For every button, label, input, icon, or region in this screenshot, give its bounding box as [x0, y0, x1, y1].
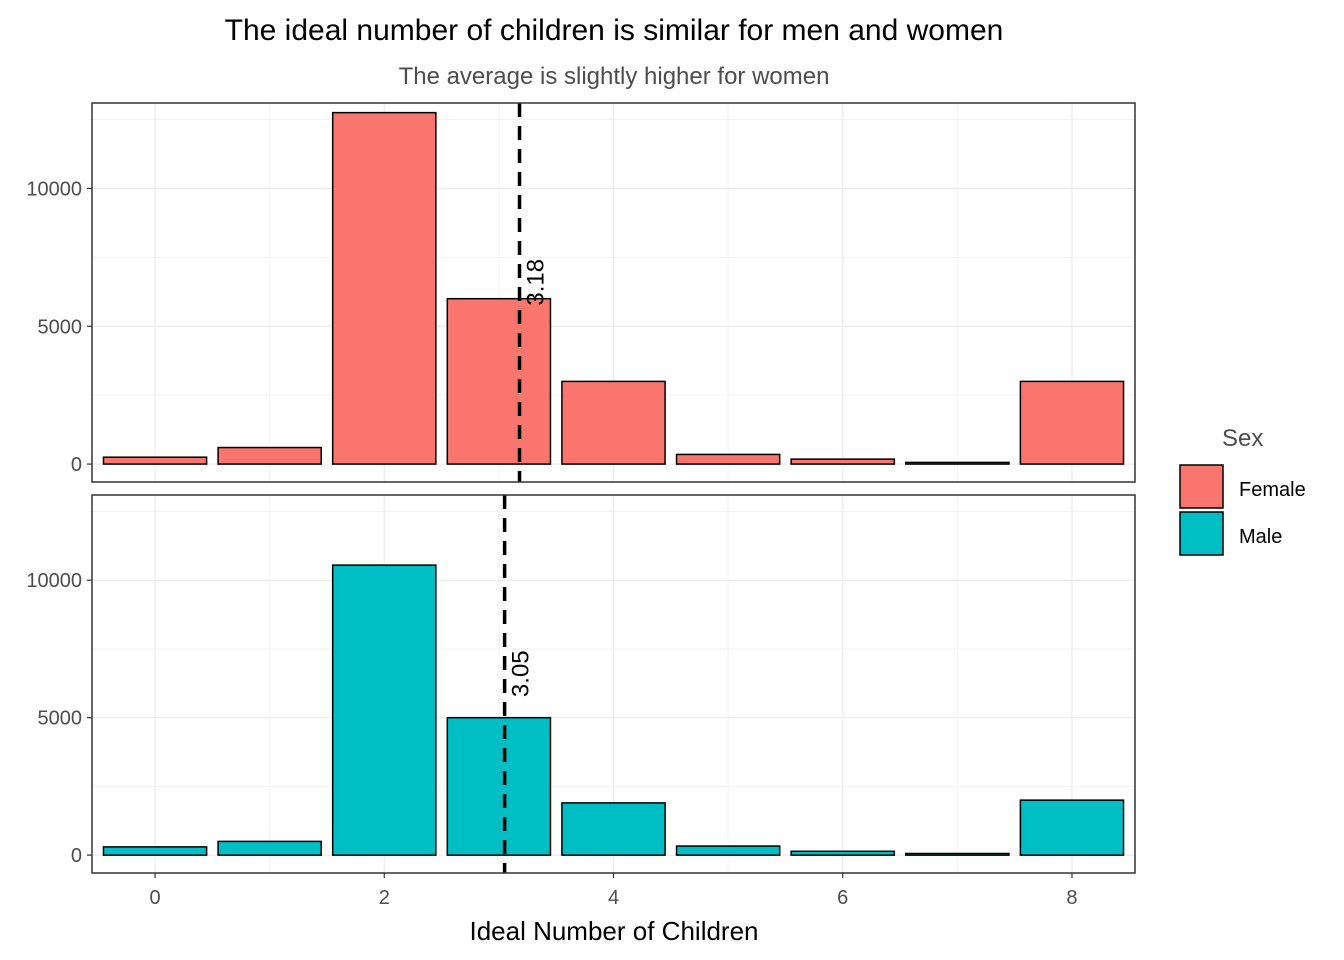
bar-male-2	[331, 564, 437, 856]
mean-label-male: 3.05	[508, 650, 535, 697]
y-tick-label: 5000	[38, 316, 83, 338]
bar-female-8	[1019, 380, 1125, 465]
legend-key-male	[1179, 511, 1224, 556]
bar-female-3	[446, 297, 552, 465]
bar-male-3	[446, 716, 552, 856]
legend-key-female	[1179, 464, 1224, 509]
bar-female-2	[331, 111, 437, 465]
y-tick-label: 10000	[26, 178, 82, 200]
bar-female-1	[217, 446, 322, 465]
bar-male-0	[102, 846, 208, 856]
panel-border	[91, 102, 1136, 483]
chart-title: The ideal number of children is similar …	[225, 14, 1004, 47]
x-tick-label: 4	[608, 887, 619, 909]
x-tick-label: 2	[379, 887, 390, 909]
y-tick-label: 0	[71, 845, 82, 867]
bar-female-6	[790, 458, 896, 465]
bar-male-4	[561, 802, 666, 856]
x-tick-label: 8	[1066, 887, 1077, 909]
legend: Female Male	[1179, 464, 1306, 556]
bar-female-5	[675, 453, 781, 465]
legend-label-female: Female	[1239, 479, 1306, 501]
bar-female-7	[905, 461, 1010, 465]
bar-female-0	[102, 456, 208, 465]
legend-label-male: Male	[1239, 526, 1282, 548]
bar-male-1	[217, 840, 322, 856]
bar-male-8	[1019, 799, 1125, 856]
facet-panels: 0 5000 10000 3.18 0 5000 10000 3.05	[26, 102, 1136, 874]
mean-label-female: 3.18	[523, 259, 550, 306]
x-axis: 0 2 4 6 8	[149, 873, 1078, 909]
y-tick-label: 0	[71, 454, 82, 476]
legend-title: Sex	[1222, 425, 1263, 452]
bar-male-6	[790, 850, 896, 856]
y-tick-label: 10000	[26, 570, 82, 592]
x-tick-label: 6	[837, 887, 848, 909]
facet-panel-female: 0 5000 10000 3.18	[26, 102, 1136, 483]
bar-male-7	[905, 852, 1010, 856]
chart-subtitle: The average is slightly higher for women	[399, 63, 830, 90]
bar-female-4	[561, 380, 666, 465]
x-tick-label: 0	[149, 887, 160, 909]
y-tick-label: 5000	[38, 708, 83, 730]
facet-panel-male: 0 5000 10000 3.05	[26, 494, 1136, 874]
x-axis-title: Ideal Number of Children	[469, 916, 758, 946]
bar-male-5	[675, 845, 781, 856]
